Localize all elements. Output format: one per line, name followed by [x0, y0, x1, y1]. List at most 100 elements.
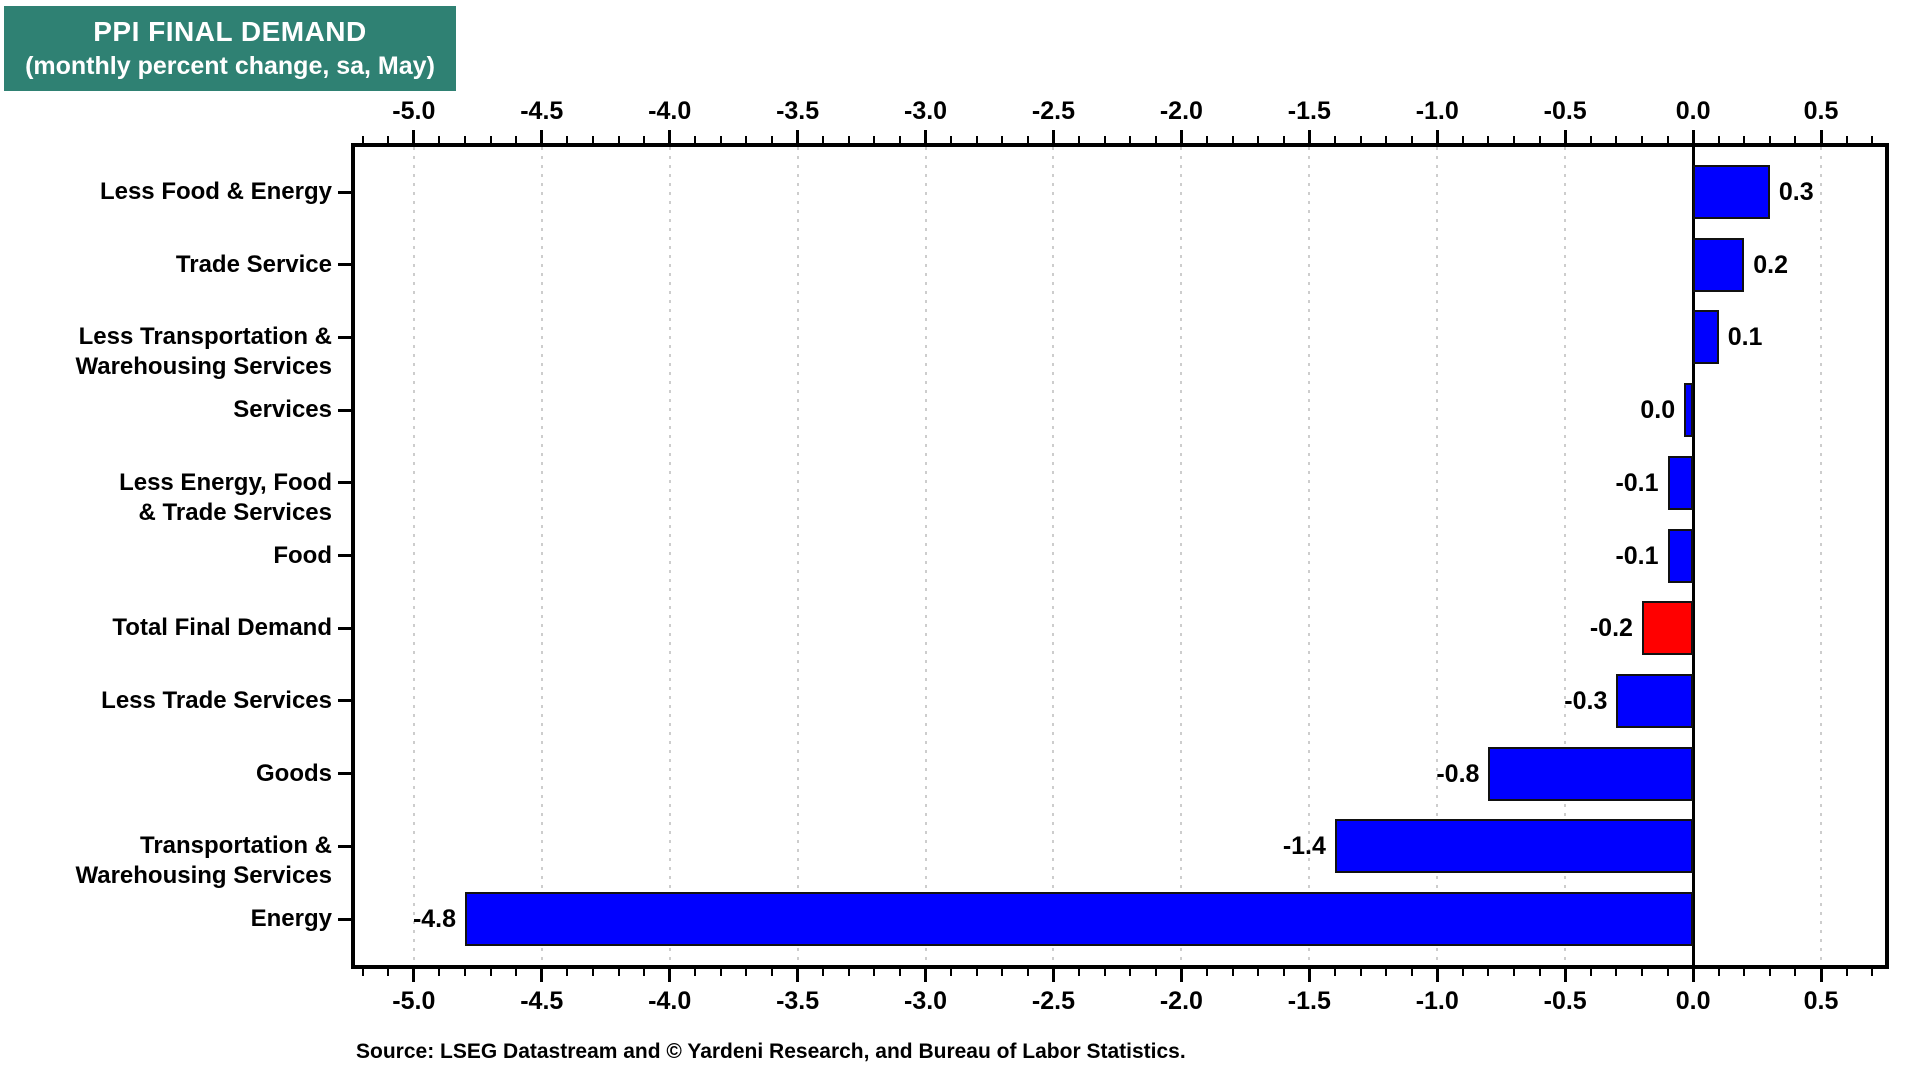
x-tick-top [1078, 136, 1081, 143]
x-axis-label-bottom: -4.5 [520, 987, 564, 1015]
x-axis-label-bottom: -2.5 [1031, 987, 1076, 1015]
title-box: PPI FINAL DEMAND (monthly percent change… [4, 6, 456, 91]
x-tick-bottom [1845, 969, 1848, 976]
y-tick [338, 263, 351, 267]
x-tick-top [1410, 136, 1413, 143]
x-tick-bottom [1819, 969, 1823, 982]
category-label-line: Trade Service [175, 250, 332, 278]
y-tick [338, 917, 351, 921]
bar-less-transportation [1693, 310, 1719, 365]
x-tick-bottom [387, 969, 390, 976]
gridline [540, 147, 543, 965]
x-tick-top [1487, 136, 1490, 143]
x-axis-label-top: -3.0 [904, 97, 948, 125]
x-tick-top [822, 136, 825, 143]
x-tick-top [694, 136, 697, 143]
x-tick-top [1154, 136, 1157, 143]
x-tick-bottom [1103, 969, 1106, 976]
x-axis-label-top: -1.5 [1287, 97, 1331, 125]
category-label-line: Warehousing Services [75, 862, 332, 890]
x-tick-top [489, 136, 492, 143]
category-label-goods: Goods [256, 759, 332, 789]
x-tick-bottom [1385, 969, 1388, 976]
x-tick-bottom [1717, 969, 1720, 976]
x-tick-bottom [1179, 969, 1183, 982]
category-label-line: Transportation & [139, 832, 332, 860]
x-tick-bottom [1794, 969, 1797, 976]
y-tick [338, 190, 351, 194]
x-tick-bottom [1282, 969, 1285, 976]
x-tick-top [847, 136, 850, 143]
x-tick-bottom [1640, 969, 1643, 976]
category-label-transportation: Transportation & Warehousing Services [75, 831, 332, 891]
x-tick-bottom [617, 969, 620, 976]
category-label-line: Less Trade Services [101, 686, 332, 714]
category-label-line: & Trade Services [138, 498, 332, 526]
category-label-line: Less Energy, Food [119, 468, 332, 496]
x-tick-top [643, 136, 646, 143]
category-label-line: Less Transportation & [78, 323, 332, 351]
x-tick-top [1257, 136, 1260, 143]
x-tick-top [617, 136, 620, 143]
x-tick-top [1563, 130, 1567, 143]
x-tick-bottom [515, 969, 518, 976]
bar-value-label-less-food-energy: 0.3 [1778, 178, 1814, 206]
source-note: Source: LSEG Datastream and © Yardeni Re… [356, 1040, 1186, 1063]
x-tick-bottom [1205, 969, 1208, 976]
bar-value-label-trade-service: 0.2 [1753, 250, 1789, 279]
x-tick-top [796, 130, 800, 143]
bar-trade-service [1693, 237, 1745, 292]
bar-less-energy-food [1667, 455, 1694, 510]
x-tick-top [464, 136, 467, 143]
x-tick-bottom [1666, 969, 1669, 976]
x-tick-bottom [1231, 969, 1234, 976]
x-tick-bottom [924, 969, 928, 982]
x-axis-label-top: -4.5 [520, 97, 564, 125]
x-axis-label-top: -2.5 [1031, 97, 1076, 125]
y-tick [338, 335, 351, 339]
x-tick-top [898, 136, 901, 143]
x-axis-label-top: -2.0 [1159, 97, 1203, 125]
chart-title: PPI FINAL DEMAND [93, 16, 367, 47]
x-tick-bottom [719, 969, 722, 976]
gridline [668, 147, 671, 965]
x-tick-bottom [847, 969, 850, 976]
x-tick-bottom [1333, 969, 1336, 976]
bar-services [1684, 383, 1694, 438]
x-tick-bottom [694, 969, 697, 976]
category-label-food: Food [273, 541, 332, 571]
y-tick [338, 844, 351, 848]
y-tick [338, 408, 351, 412]
y-tick [338, 481, 351, 485]
x-tick-top [719, 136, 722, 143]
x-tick-top [412, 130, 416, 143]
x-axis-label-bottom: -1.5 [1287, 987, 1331, 1015]
category-label-line: Services [233, 396, 332, 424]
x-tick-bottom [873, 969, 876, 976]
gridline [796, 147, 799, 965]
x-tick-bottom [1410, 969, 1413, 976]
x-tick-bottom [1589, 969, 1592, 976]
x-tick-top [873, 136, 876, 143]
y-tick [338, 772, 351, 776]
plot-border [351, 143, 1889, 969]
gridline [1436, 147, 1439, 965]
bar-value-label-less-trade-services: -0.3 [1564, 686, 1608, 715]
x-tick-top [1717, 136, 1720, 143]
x-tick-top [1794, 136, 1797, 143]
gridline [924, 147, 927, 965]
x-tick-bottom [1359, 969, 1362, 976]
x-tick-top [361, 136, 364, 143]
x-tick-bottom [1435, 969, 1439, 982]
x-tick-bottom [464, 969, 467, 976]
x-tick-top [1513, 136, 1515, 143]
x-tick-top [1231, 136, 1234, 143]
x-tick-top [1666, 136, 1669, 143]
category-label-line: Food [273, 541, 332, 569]
x-tick-bottom [822, 969, 825, 976]
x-tick-top [975, 136, 978, 143]
bar-value-label-goods: -0.8 [1436, 759, 1480, 788]
category-label-line: Total Final Demand [112, 614, 332, 642]
x-tick-top [1103, 136, 1106, 143]
